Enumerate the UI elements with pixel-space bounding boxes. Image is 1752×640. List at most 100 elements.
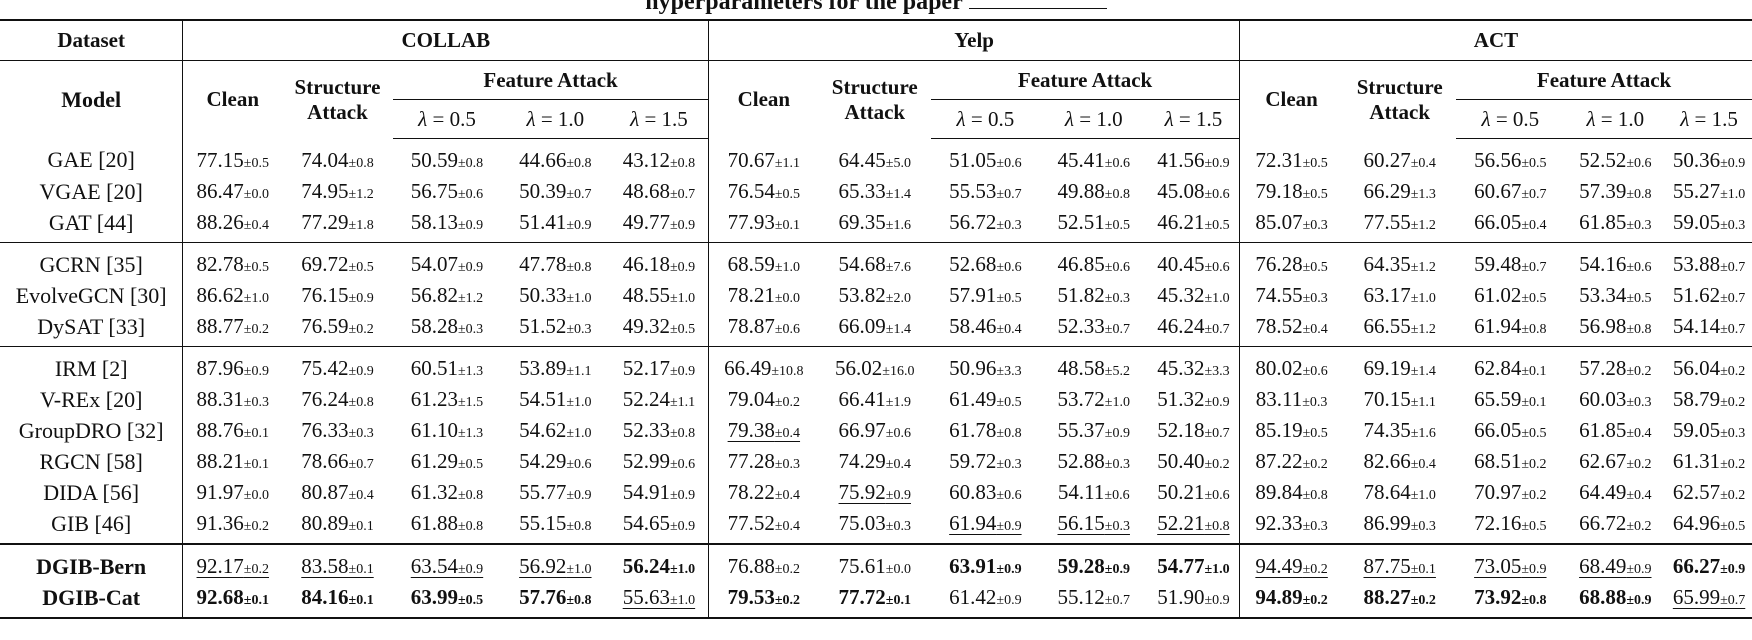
cell-value-wrap: 65.33±1.4 — [839, 179, 911, 203]
caption-text: hyperparameters for the paper — [645, 0, 963, 15]
cell-value-wrap: 58.46±0.4 — [949, 314, 1021, 338]
cell-mean: 59.05 — [1672, 418, 1721, 442]
table-cell: 64.49±0.4 — [1565, 477, 1667, 508]
cell-value-wrap: 92.17±0.2 — [197, 554, 269, 578]
cell-value-wrap: 54.51±1.0 — [519, 387, 591, 411]
cell-value-wrap: 40.45±0.6 — [1157, 252, 1229, 276]
cell-std: ±1.1 — [774, 155, 801, 171]
table-cell: 52.52±0.6 — [1565, 139, 1667, 177]
table-cell: 61.42±0.9 — [931, 582, 1039, 618]
cell-std: ±0.5 — [1626, 291, 1652, 306]
cell-mean: 58.79 — [1672, 387, 1721, 411]
clean-header-act: Clean — [1238, 60, 1344, 139]
cell-std: ±0.1 — [774, 218, 801, 233]
cell-value-wrap: 46.18±0.9 — [623, 252, 695, 276]
cell-value-wrap: 74.55±0.3 — [1255, 283, 1327, 307]
cell-value-wrap: 56.04±0.2 — [1673, 356, 1745, 380]
lambda-header-yelp-1: λ = 1.0 — [1039, 99, 1148, 139]
table-cell: 66.27±0.9 — [1666, 543, 1752, 582]
cell-value-wrap: 54.14±0.7 — [1673, 314, 1745, 338]
cell-value-wrap: 60.83±0.6 — [949, 480, 1021, 504]
clean-header-yelp: Clean — [708, 60, 819, 139]
cell-value-wrap: 46.21±0.5 — [1157, 210, 1229, 234]
cell-std: ±0.5 — [243, 260, 269, 275]
cell-value-wrap: 82.66±0.4 — [1363, 449, 1435, 473]
table-cell: 48.55±1.0 — [610, 280, 709, 311]
cell-mean: 50.36 — [1672, 148, 1721, 172]
table-cell: 50.21±0.6 — [1148, 477, 1240, 508]
cell-std: ±1.4 — [885, 322, 911, 337]
cell-mean: 77.15 — [196, 147, 244, 172]
structure-attack-header-collab: Structure Attack — [282, 61, 393, 139]
cell-mean: 56.92 — [519, 554, 567, 578]
table-cell: 94.89±0.2 — [1238, 582, 1344, 618]
table-cell: 56.75±0.6 — [393, 176, 501, 207]
cell-mean: 54.91 — [622, 480, 670, 504]
lambda-header-act-2: λ = 1.5 — [1666, 99, 1752, 139]
cell-mean: 72.16 — [1474, 511, 1522, 535]
cell-std: ±0.2 — [348, 322, 374, 337]
cell-mean: 58.46 — [949, 314, 997, 338]
cell-std: ±0.3 — [566, 322, 592, 337]
table-cell: 50.39±0.7 — [501, 176, 609, 207]
cell-std: ±0.2 — [774, 395, 801, 410]
cell-mean: 60.03 — [1579, 387, 1627, 411]
cell-mean: 64.49 — [1579, 480, 1627, 504]
cell-std: ±0.8 — [669, 426, 696, 441]
cell-std: ±0.6 — [996, 156, 1022, 171]
table-cell: 88.77±0.2 — [182, 311, 283, 347]
cell-std: ±0.9 — [669, 364, 696, 379]
cell-value-wrap: 75.03±0.3 — [839, 511, 911, 535]
cell-mean: 45.08 — [1157, 179, 1205, 203]
cell-std: ±0.9 — [458, 260, 484, 275]
cell-std: ±1.1 — [1410, 395, 1436, 410]
cell-std: ±1.0 — [669, 562, 696, 577]
cell-std: ±0.3 — [1720, 426, 1746, 441]
cell-std: ±1.2 — [458, 291, 484, 306]
cell-mean: 57.91 — [949, 283, 997, 307]
cell-mean: 56.04 — [1672, 356, 1721, 380]
cell-value-wrap: 64.96±0.5 — [1673, 511, 1745, 535]
cell-value-wrap: 69.35±1.6 — [839, 210, 911, 234]
cell-mean: 59.72 — [949, 449, 997, 473]
cell-std: ±2.0 — [885, 291, 911, 306]
cell-value-wrap: 85.19±0.5 — [1255, 418, 1327, 442]
cell-mean: 61.94 — [1474, 314, 1522, 338]
lambda-value: = 0.5 — [970, 106, 1015, 131]
table-cell: 58.46±0.4 — [931, 311, 1039, 347]
cell-value-wrap: 51.41±0.9 — [519, 210, 591, 234]
cell-value-wrap: 64.49±0.4 — [1579, 480, 1651, 504]
table-cell: 64.96±0.5 — [1666, 508, 1752, 544]
table-cell: 76.24±0.8 — [282, 384, 393, 415]
cell-mean: 49.32 — [622, 314, 670, 338]
cell-std: ±0.9 — [996, 562, 1022, 577]
table-cell: 63.17±1.0 — [1343, 280, 1456, 311]
cell-std: ±0.4 — [885, 457, 911, 472]
table-cell: 49.32±0.5 — [610, 311, 709, 347]
cell-mean: 59.48 — [1474, 252, 1522, 276]
cell-value-wrap: 52.99±0.6 — [623, 449, 695, 473]
lambda-value: = 1.0 — [1600, 106, 1645, 131]
cell-std: ±0.6 — [774, 322, 801, 337]
cell-value-wrap: 45.08±0.6 — [1157, 179, 1229, 203]
table-cell: 77.29±1.8 — [282, 207, 393, 243]
cell-mean: 64.45 — [838, 147, 886, 172]
cell-std: ±0.6 — [1104, 260, 1130, 275]
cell-value-wrap: 77.28±0.3 — [728, 449, 800, 473]
cell-value-wrap: 51.52±0.3 — [519, 314, 591, 338]
cell-mean: 87.96 — [196, 356, 244, 380]
cell-value-wrap: 63.99±0.5 — [411, 585, 483, 609]
cell-std: ±0.8 — [458, 156, 484, 171]
cell-std: ±0.3 — [1626, 395, 1652, 410]
cell-mean: 88.31 — [196, 387, 244, 411]
cell-mean: 54.29 — [519, 449, 567, 473]
cell-std: ±0.8 — [458, 519, 484, 534]
cell-value-wrap: 61.88±0.8 — [411, 511, 483, 535]
lambda-symbol: λ — [1164, 106, 1174, 131]
table-cell: 80.02±0.6 — [1238, 346, 1344, 384]
model-name: GIB [46] — [51, 510, 132, 536]
table-cell: 65.99±0.7 — [1666, 582, 1752, 618]
cell-std: ±3.3 — [996, 364, 1022, 379]
cell-mean: 55.15 — [519, 511, 567, 535]
cell-mean: 49.77 — [622, 210, 670, 234]
